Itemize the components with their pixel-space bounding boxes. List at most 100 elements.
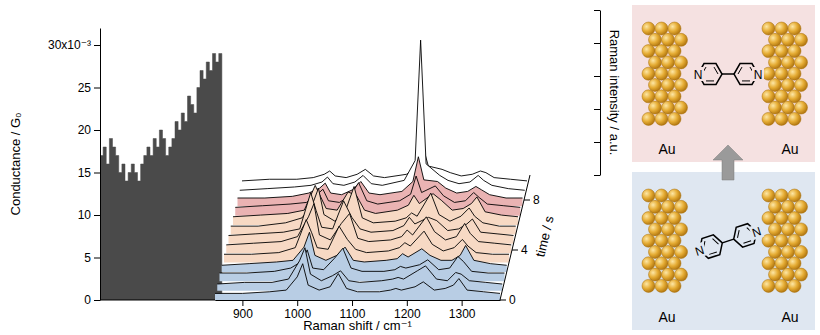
gold-atom [775,90,788,103]
gold-atom [668,212,681,225]
tick [594,10,600,11]
tick-label: 4 [521,243,528,257]
gold-atom [662,56,675,69]
spectrum-line [217,248,502,284]
conductance-plot [100,54,222,301]
gold-atom [649,246,662,259]
gold-atom [782,268,795,281]
panel-background [632,172,815,330]
spectrum-line [215,264,500,294]
tick-mark [594,10,600,11]
gold-atom [662,200,675,213]
gold-atom [762,112,775,125]
gold-atom [762,212,775,225]
electrode-label: Au [781,141,798,157]
electrode-label: Au [658,141,675,157]
gold-atom [642,212,655,225]
gold-atom [662,246,675,259]
tick: 1300 [449,300,476,321]
gold-atom [662,223,675,236]
tick-label: 8 [533,193,540,207]
spectrum-line [229,193,514,236]
tick-label: 900 [233,307,253,321]
gold-atom [788,45,801,58]
spectrum [240,40,525,197]
gold-atom [655,279,668,292]
gold-atom [795,200,808,213]
gold-atom [655,257,668,270]
gold-atom [668,189,681,202]
gold-atom [642,45,655,58]
tick [594,175,600,176]
gold-atom [668,45,681,58]
atom-label-ground [752,67,764,81]
gold-atom [795,246,808,259]
double-bond [709,252,717,254]
gold-atom [788,112,801,125]
time-axis-line [500,175,530,300]
spectrum-line [222,232,507,265]
tick-mark [594,76,600,77]
tick-label: 1300 [449,307,476,321]
tick: 20 [78,123,100,137]
transition-arrow [713,145,743,180]
gold-atom [662,268,675,281]
gold-atom [762,257,775,270]
double-bond [735,230,741,238]
gold-atom [642,279,655,292]
gold-atom [662,79,675,92]
inter-ring-bond [722,239,733,243]
tick-mark [352,300,353,306]
gold-atom [649,79,662,92]
tick-mark [594,175,600,176]
gold-atom [668,22,681,35]
gold-atom [642,90,655,103]
tick: 15 [78,166,100,180]
intensity-axis-line [600,11,601,176]
gold-atom [675,223,688,236]
tick-label: 30x10⁻³ [48,38,91,52]
gold-atom [775,234,788,247]
gold-atom [782,223,795,236]
gold-atom [642,22,655,35]
atom-label: N [750,224,763,240]
gold-atom [775,45,788,58]
tick-mark [242,300,243,306]
gold-atom [655,22,668,35]
double-bond [738,67,742,74]
gold-atom [795,79,808,92]
gold-atom [775,189,788,202]
junction-panel: AuAuNN [632,5,815,162]
gold-atom [769,268,782,281]
gold-atom [649,33,662,46]
gold-atom [788,90,801,103]
electrode [642,22,688,125]
gold-atom [775,212,788,225]
gold-atom [769,56,782,69]
gold-atom [795,33,808,46]
gold-atom [655,212,668,225]
tick: 0 [84,293,100,307]
molecule: NN [691,220,766,262]
gold-atom [788,279,801,292]
tick-mark [407,300,408,306]
electrode-label: Au [658,309,675,325]
tick-mark [512,250,518,251]
tick [594,142,600,143]
figure: 051015202530x10⁻³Conductance / G₀9001000… [0,0,820,335]
gold-atom [795,56,808,69]
tick-mark [94,300,100,301]
tick-label: 20 [78,123,92,137]
gold-atom [642,257,655,270]
gold-atom [655,45,668,58]
gold-atom [788,67,801,80]
spectrum-fill [215,264,500,300]
gold-atom [775,112,788,125]
tick-mark [94,130,100,131]
gold-atom [642,67,655,80]
tick-mark [500,300,506,301]
tick-label: 0 [84,293,91,307]
tick-mark [94,173,100,174]
gold-atom [788,234,801,247]
gold-atom [769,223,782,236]
